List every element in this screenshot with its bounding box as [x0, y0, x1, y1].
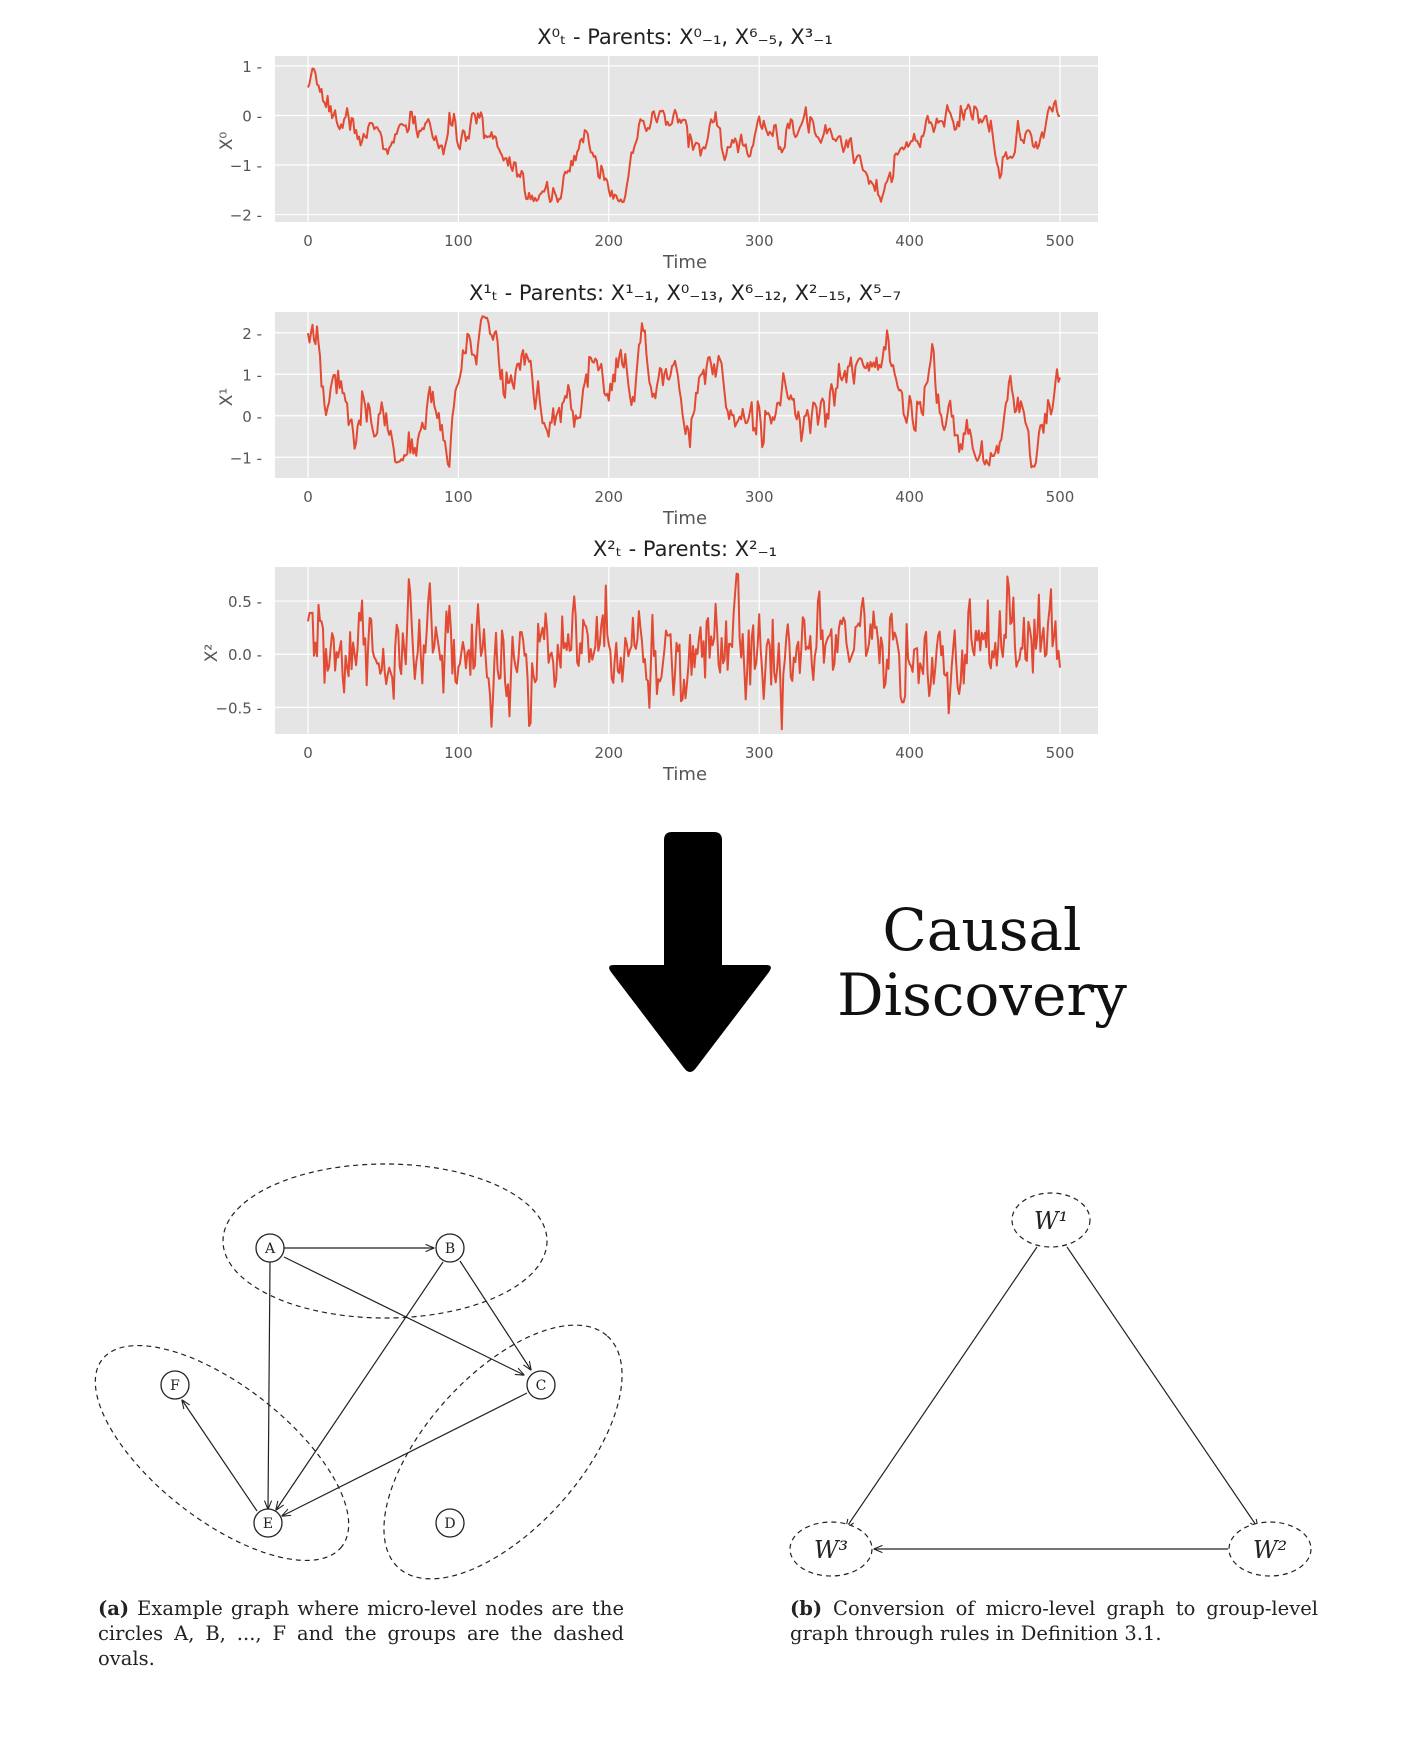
node-w1-label: W¹	[1034, 1207, 1068, 1235]
gridlines	[275, 312, 1098, 478]
x-tick-label: 200	[594, 232, 623, 250]
y-axis-label: X¹	[217, 388, 237, 406]
x-axis-label: Time	[662, 508, 707, 529]
edge-w1-w2	[1066, 1246, 1258, 1528]
edge-b-e	[276, 1261, 444, 1510]
y-ticks: 2 - 1 - 0 - −1 -	[230, 325, 262, 468]
x-ticks: 0 100 200 300 400 500	[303, 744, 1074, 762]
x-tick-label: 500	[1046, 232, 1075, 250]
x-tick-label: 0	[303, 744, 313, 762]
x-ticks: 0 100 200 300 400 500	[303, 488, 1074, 506]
y-tick-label: −0.5 -	[215, 699, 262, 717]
x-tick-label: 0	[303, 488, 313, 506]
x-ticks: 0 100 200 300 400 500	[303, 232, 1074, 250]
series-line-x1	[307, 315, 1061, 469]
y-tick-label: −1 -	[230, 157, 262, 175]
y-axis-label: X⁰	[217, 132, 237, 151]
edge-b-c	[459, 1260, 531, 1370]
x-axis-label: Time	[662, 252, 707, 273]
node-d: D	[435, 1508, 465, 1538]
caption-a: (a) Example graph where micro-level node…	[98, 1596, 624, 1671]
node-a: A	[255, 1233, 285, 1263]
node-c: C	[526, 1370, 556, 1400]
series-line-x2	[307, 572, 1061, 731]
node-w3-label: W³	[814, 1536, 848, 1564]
y-ticks: 0.5 - 0.0 - −0.5 -	[215, 593, 262, 717]
x-tick-label: 200	[594, 744, 623, 762]
x-tick-label: 100	[444, 744, 473, 762]
x-tick-label: 200	[594, 488, 623, 506]
svg-text:D: D	[444, 1516, 455, 1532]
y-tick-label: −2 -	[230, 207, 262, 225]
node-e: E	[253, 1508, 283, 1538]
micro-level-graph	[94, 1163, 623, 1580]
x-tick-label: 300	[745, 744, 774, 762]
edge-w1-w3	[846, 1246, 1038, 1528]
svg-text:B: B	[445, 1241, 455, 1257]
group-oval-ef	[94, 1344, 350, 1562]
timeseries-panel-x0: X⁰ₜ - Parents: X⁰₋₁, X⁶₋₅, X³₋₁ X⁰ 1 - 0 …	[217, 25, 1098, 273]
y-tick-label: 2 -	[242, 325, 262, 343]
timeseries-panel-x1: X¹ₜ - Parents: X¹₋₁, X⁰₋₁₃, X⁶₋₁₂, X²₋₁₅…	[217, 281, 1098, 529]
plot-area	[275, 56, 1098, 222]
svg-text:C: C	[536, 1378, 547, 1394]
y-tick-label: 1 -	[242, 366, 262, 384]
group-node-w1	[1011, 1192, 1091, 1248]
gridlines	[275, 56, 1098, 222]
x-tick-label: 100	[444, 232, 473, 250]
series-line-x0	[307, 67, 1061, 204]
x-tick-label: 500	[1046, 488, 1075, 506]
y-tick-label: 0 -	[242, 107, 262, 125]
x-tick-label: 400	[895, 232, 924, 250]
arrow-label-line1: Causal	[882, 896, 1081, 964]
gridlines	[275, 567, 1098, 734]
x-tick-label: 0	[303, 232, 313, 250]
x-tick-label: 400	[895, 488, 924, 506]
caption-b-label: (b)	[790, 1597, 823, 1620]
timeseries-panel-x2: X²ₜ - Parents: X²₋₁ X² 0.5 -0.0 -−0.5 - …	[202, 537, 1098, 785]
x-tick-label: 300	[745, 488, 774, 506]
group-oval-ab	[222, 1163, 548, 1319]
x-tick-label: 300	[745, 232, 774, 250]
x-tick-label: 100	[444, 488, 473, 506]
svg-text:E: E	[263, 1516, 273, 1532]
x-tick-label: 500	[1046, 744, 1075, 762]
y-tick-label: −1 -	[230, 449, 262, 467]
caption-a-text: Example graph where micro-level nodes ar…	[98, 1597, 624, 1670]
panel-title: X²ₜ - Parents: X²₋₁	[593, 537, 777, 561]
y-axis-label: X²	[202, 644, 222, 662]
node-w2-label: W²	[1253, 1536, 1287, 1564]
caption-b: (b) Conversion of micro-level graph to g…	[790, 1596, 1318, 1646]
group-oval-cd	[383, 1324, 623, 1580]
edge-e-f	[182, 1400, 258, 1512]
down-arrow-icon	[609, 832, 771, 1072]
node-b: B	[435, 1233, 465, 1263]
edge-c-e	[282, 1392, 528, 1516]
group-node-w2	[1228, 1521, 1312, 1577]
y-tick-label: 0.5 -	[228, 593, 262, 611]
group-level-graph	[789, 1192, 1312, 1577]
arrow-label-line2: Discovery	[837, 961, 1127, 1029]
micro-level-nodes: A B C D E F	[160, 1233, 556, 1538]
caption-b-text: Conversion of micro-level graph to group…	[790, 1597, 1318, 1645]
y-ticks: 1 - 0 - −1 - −2 -	[230, 58, 262, 225]
panel-title: X¹ₜ - Parents: X¹₋₁, X⁰₋₁₃, X⁶₋₁₂, X²₋₁₅…	[469, 281, 901, 305]
panel-title: X⁰ₜ - Parents: X⁰₋₁, X⁶₋₅, X³₋₁	[537, 25, 832, 49]
svg-text:F: F	[170, 1378, 180, 1394]
x-axis-label: Time	[662, 764, 707, 785]
y-tick-label: 0.0 -	[228, 646, 262, 664]
edge-a-e	[268, 1261, 270, 1509]
caption-a-label: (a)	[98, 1597, 130, 1620]
svg-text:A: A	[264, 1241, 276, 1257]
x-tick-label: 400	[895, 744, 924, 762]
edge-a-c	[283, 1256, 524, 1375]
group-node-w3	[789, 1521, 873, 1577]
y-tick-label: 1 -	[242, 58, 262, 76]
node-f: F	[160, 1370, 190, 1400]
y-tick-label: 0 -	[242, 408, 262, 426]
